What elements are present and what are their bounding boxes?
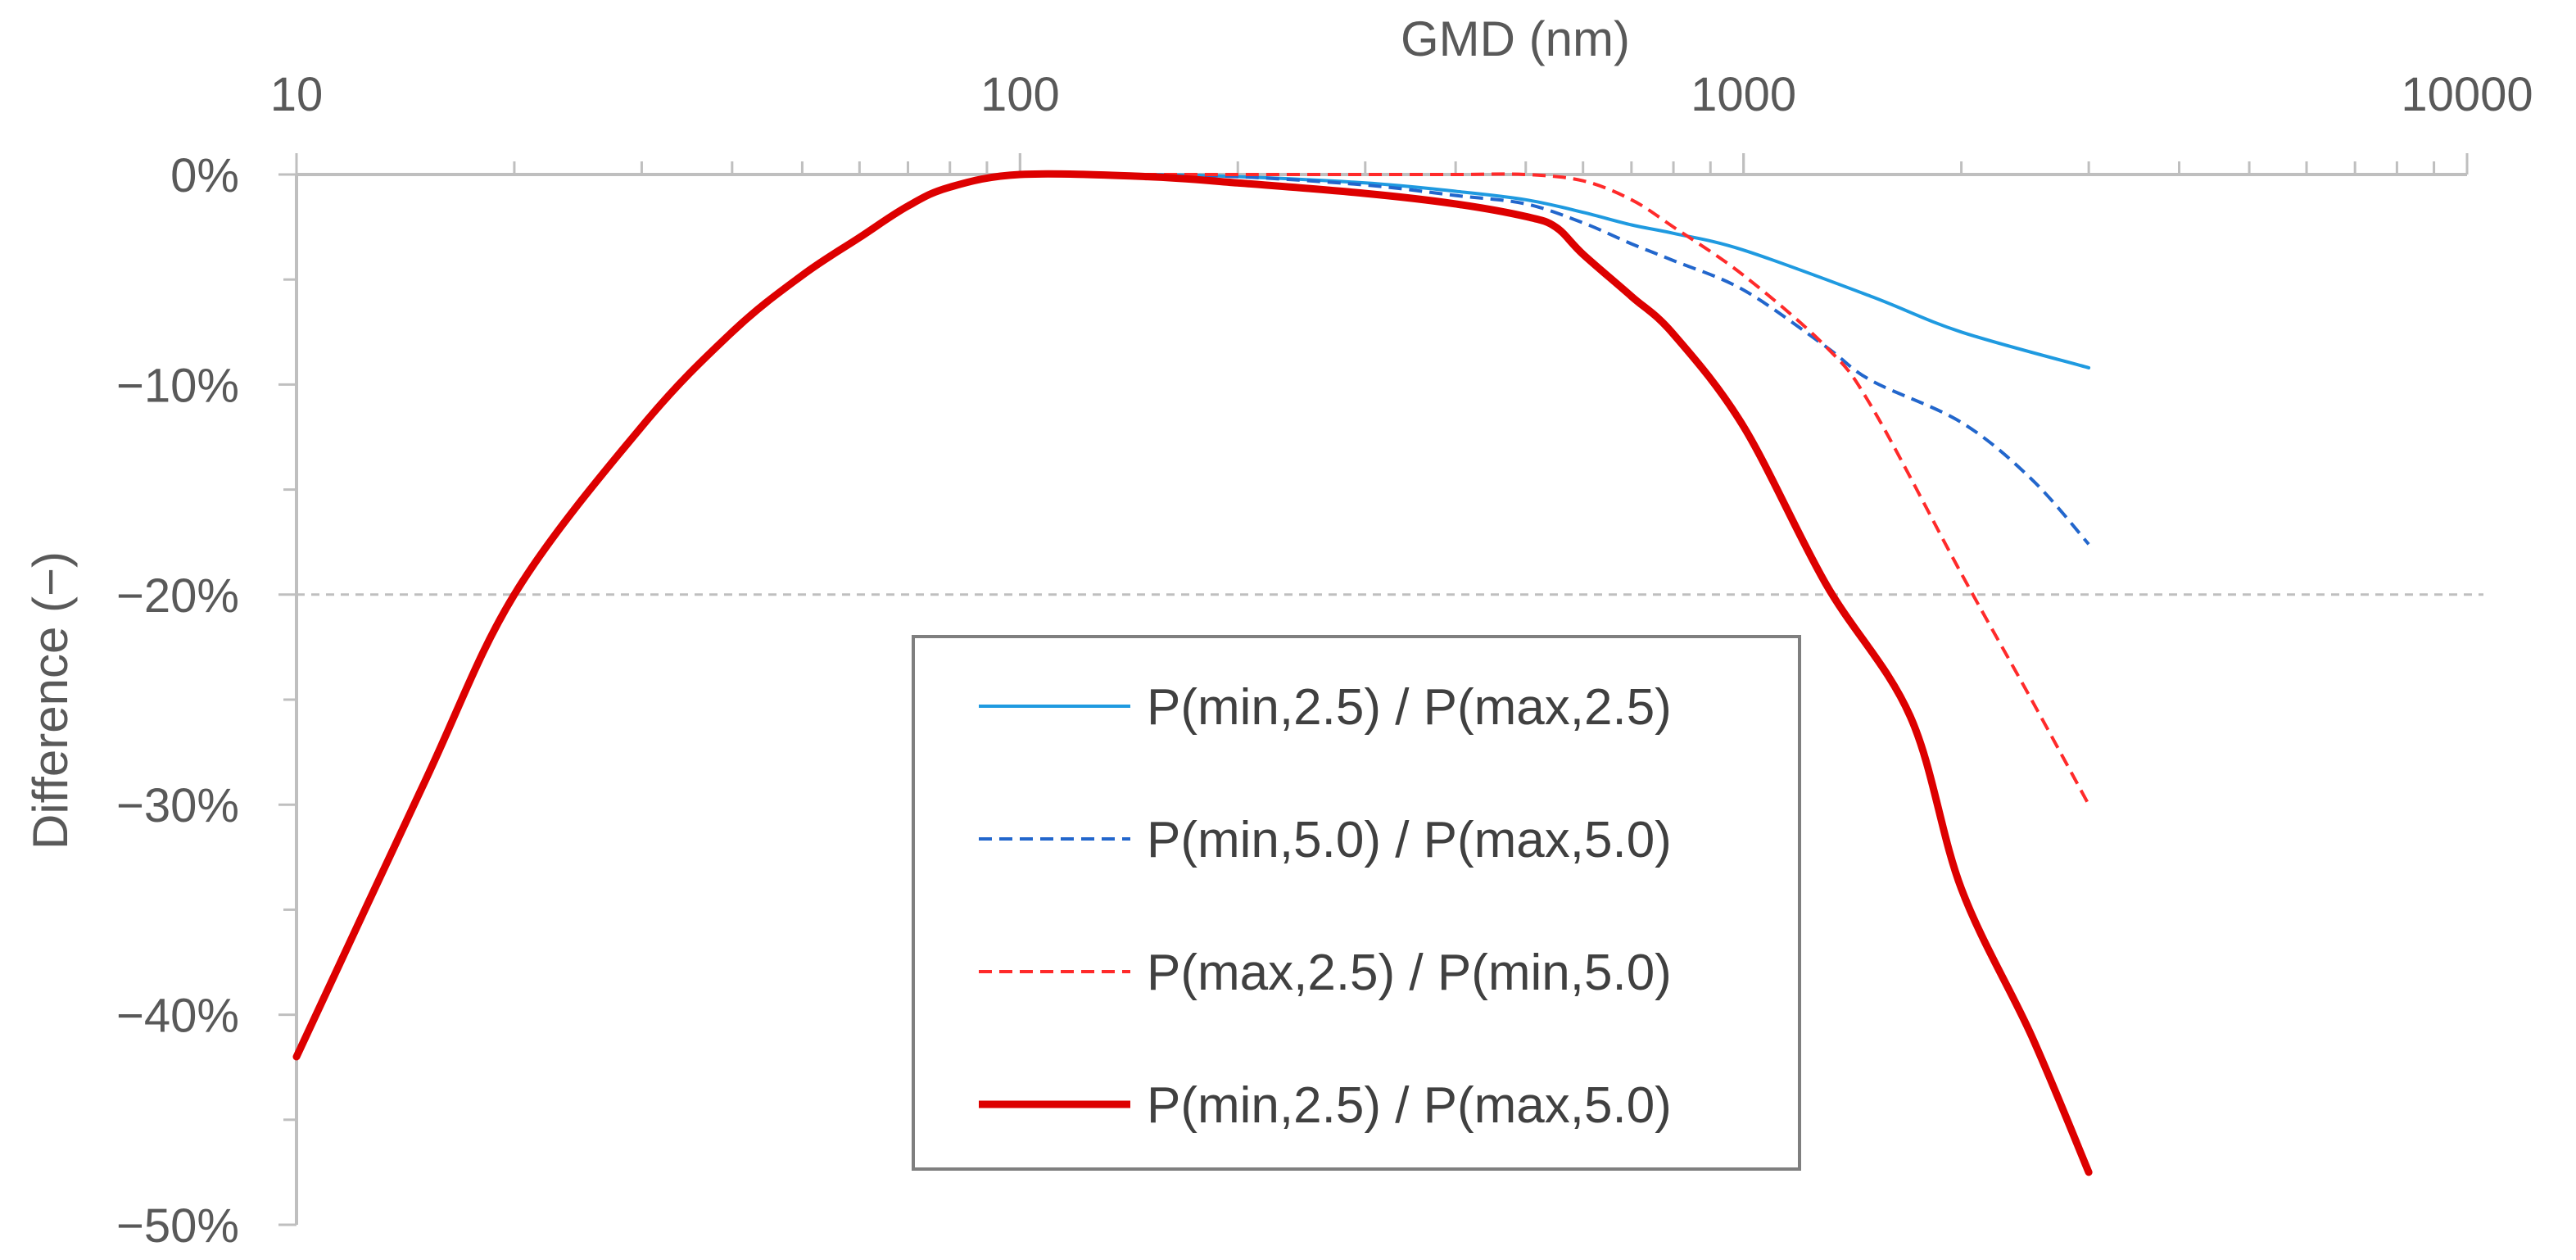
legend-box <box>912 635 1801 1171</box>
y-tick-marks <box>278 173 297 1226</box>
legend-label-2: P(min,5.0) / P(max,5.0) <box>1147 812 1672 868</box>
legend: P(min,2.5) / P(max,2.5) P(min,5.0) / P(ma… <box>979 679 1672 1134</box>
x-tick-label: 10000 <box>2401 68 2533 121</box>
legend-label-4: P(min,2.5) / P(max,5.0) <box>1147 1077 1672 1134</box>
legend-label-1: P(min,2.5) / P(max,2.5) <box>1147 679 1672 736</box>
x-tick-label: 10 <box>270 68 324 121</box>
series-group <box>292 170 2093 1176</box>
y-axis-title: Difference (−) <box>23 551 78 850</box>
x-tick-label: 100 <box>980 68 1060 121</box>
x-tick-label: 1000 <box>1691 68 1796 121</box>
legend-label-3: P(max,2.5) / P(min,5.0) <box>1147 945 1672 1001</box>
y-tick-label: −40% <box>116 990 239 1043</box>
y-tick-label: −10% <box>116 359 239 412</box>
x-tick-marks <box>295 153 2469 174</box>
y-tick-label: −20% <box>116 569 239 623</box>
y-tick-label: −50% <box>116 1199 239 1253</box>
y-tick-label: −30% <box>116 779 239 832</box>
x-axis-title: GMD (nm) <box>1401 11 1630 66</box>
series-line-4 <box>292 170 2093 1176</box>
y-tick-labels: 0% −10% −20% −30% −40% −50% <box>116 149 239 1253</box>
y-tick-label: 0% <box>170 149 239 202</box>
x-tick-labels: 10 100 1000 10000 <box>270 68 2533 121</box>
